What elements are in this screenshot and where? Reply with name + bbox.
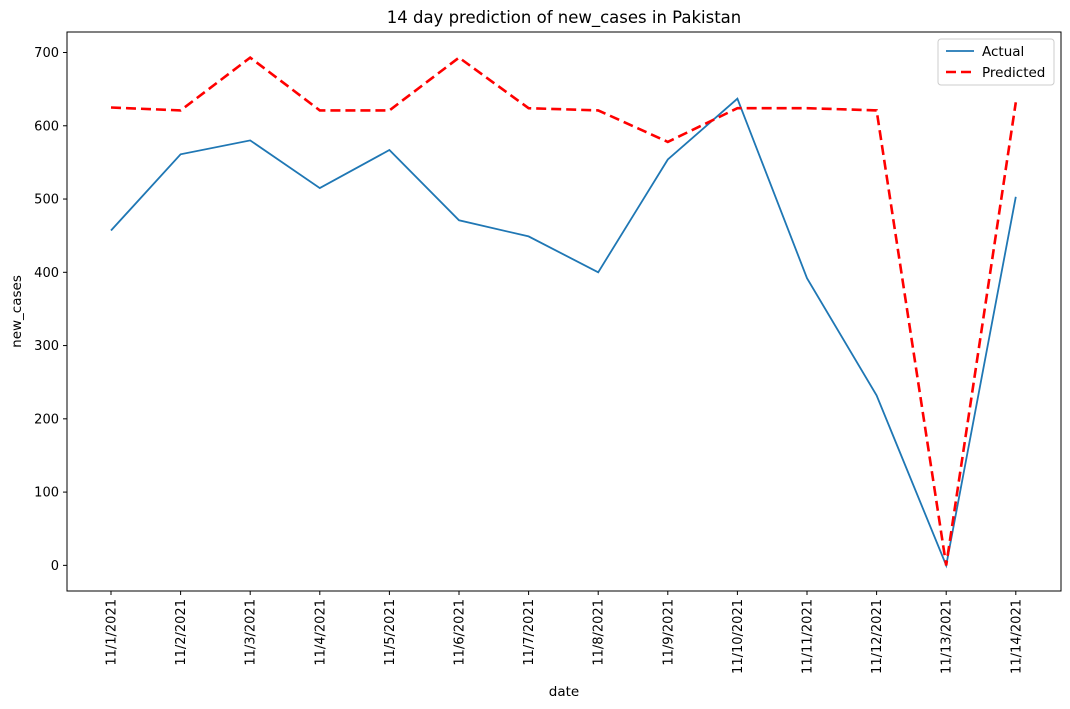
x-tick-label: 11/13/2021 bbox=[940, 599, 955, 674]
x-tick-label: 11/8/2021 bbox=[592, 599, 607, 666]
x-tick-label: 11/10/2021 bbox=[731, 599, 746, 674]
plot-frame bbox=[66, 31, 1062, 592]
series-line-predicted bbox=[110, 55, 1018, 566]
x-tick-label: 11/2/2021 bbox=[174, 599, 189, 666]
x-tick-label: 11/6/2021 bbox=[453, 599, 468, 666]
y-tick-label: 300 bbox=[34, 339, 59, 354]
x-tick-label: 11/9/2021 bbox=[661, 599, 676, 666]
x-tick-label: 11/14/2021 bbox=[1009, 599, 1024, 674]
x-tick-label: 11/1/2021 bbox=[105, 599, 120, 666]
y-axis-label: new_cases bbox=[9, 275, 25, 348]
y-tick-label: 200 bbox=[34, 412, 59, 427]
x-axis-label: date bbox=[549, 684, 579, 700]
y-tick-label: 0 bbox=[51, 559, 59, 574]
y-tick-label: 600 bbox=[34, 119, 59, 134]
y-tick-label: 700 bbox=[34, 46, 59, 61]
series-line-actual bbox=[110, 97, 1017, 569]
x-tick-label: 11/3/2021 bbox=[244, 599, 259, 666]
x-tick-label: 11/12/2021 bbox=[870, 599, 885, 674]
legend-label-predicted: Predicted bbox=[982, 65, 1045, 81]
x-tick-label: 11/7/2021 bbox=[522, 599, 537, 666]
x-tick-label: 11/4/2021 bbox=[313, 599, 328, 666]
x-tick-label: 11/11/2021 bbox=[801, 599, 816, 674]
y-tick-label: 500 bbox=[34, 193, 59, 208]
x-tick-label: 11/5/2021 bbox=[383, 599, 398, 666]
y-tick-label: 100 bbox=[34, 486, 59, 501]
y-tick-label: 400 bbox=[34, 266, 59, 281]
legend-label-actual: Actual bbox=[982, 44, 1024, 60]
chart-title: 14 day prediction of new_cases in Pakist… bbox=[387, 8, 742, 28]
